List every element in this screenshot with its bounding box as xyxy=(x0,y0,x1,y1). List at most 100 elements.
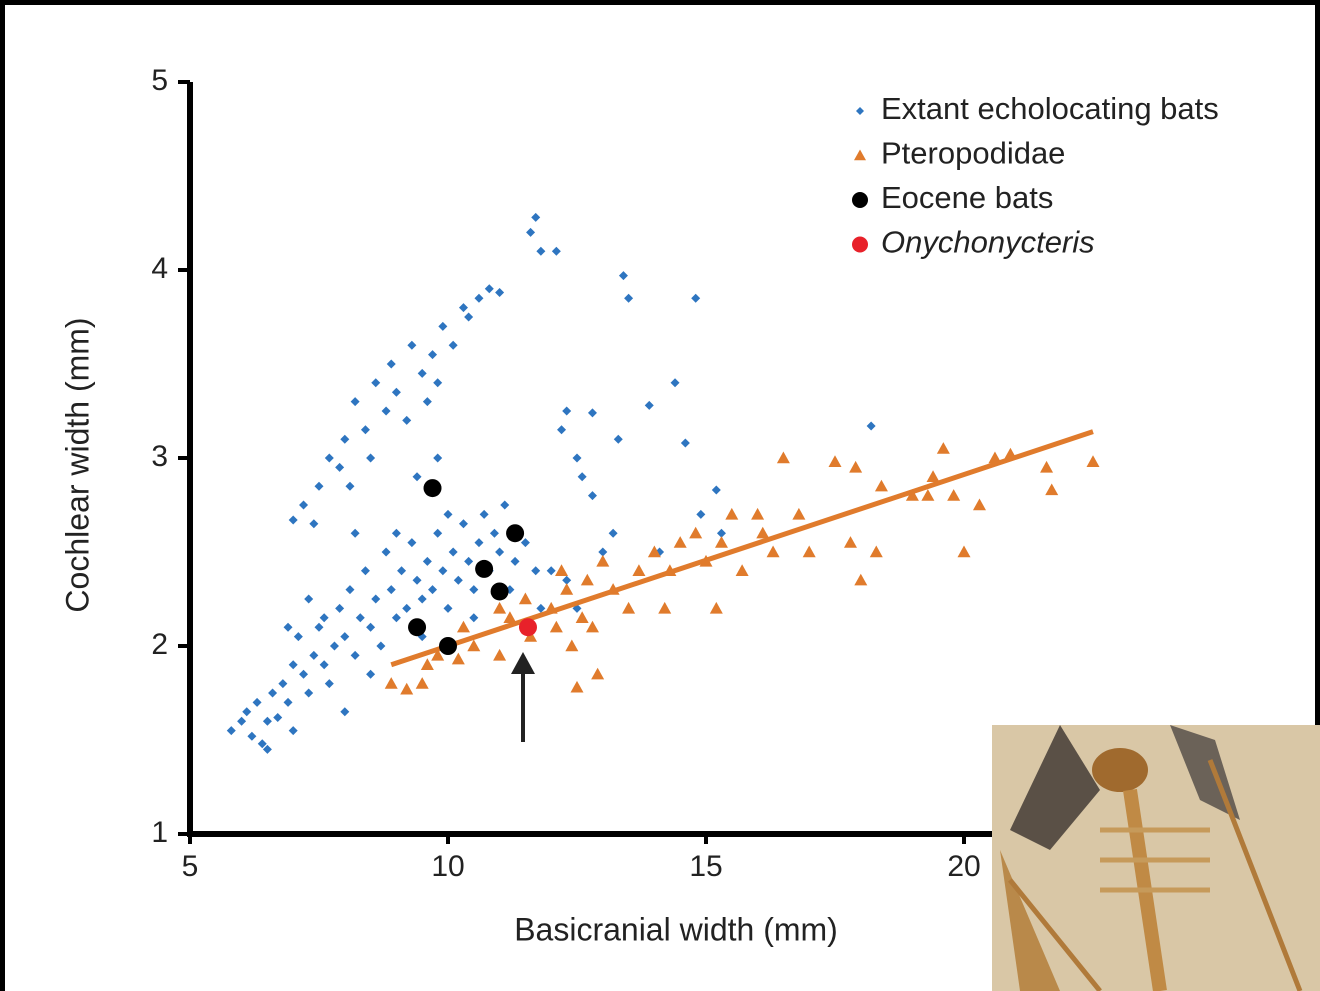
point xyxy=(591,667,605,680)
point xyxy=(257,739,267,749)
point xyxy=(412,575,422,585)
point xyxy=(474,293,484,303)
point xyxy=(622,601,636,614)
point xyxy=(433,528,443,538)
point xyxy=(283,622,293,632)
point xyxy=(443,603,453,613)
point xyxy=(644,400,654,410)
point xyxy=(696,509,706,519)
point xyxy=(518,618,537,637)
point xyxy=(570,680,584,693)
point xyxy=(438,566,448,576)
point xyxy=(680,438,690,448)
point xyxy=(384,677,398,689)
point xyxy=(490,582,509,601)
point xyxy=(618,271,628,281)
point xyxy=(495,547,505,557)
point xyxy=(572,453,582,463)
point xyxy=(381,547,391,557)
point xyxy=(448,547,458,557)
point xyxy=(714,536,728,548)
point xyxy=(345,481,355,491)
x-tick-label: 20 xyxy=(947,850,980,883)
point xyxy=(288,515,298,525)
point xyxy=(1045,483,1059,496)
point xyxy=(420,658,434,670)
point xyxy=(874,479,888,492)
point xyxy=(526,227,536,237)
point xyxy=(402,603,412,613)
point xyxy=(869,545,883,558)
point xyxy=(735,564,749,576)
point xyxy=(658,601,672,614)
point xyxy=(278,679,288,689)
point xyxy=(309,650,319,660)
point xyxy=(531,212,541,222)
point xyxy=(242,707,252,717)
point xyxy=(319,613,329,623)
point xyxy=(422,556,432,566)
point xyxy=(565,639,579,652)
legend: Extant echolocating bats Pteropodidae Eoce… xyxy=(852,91,1219,260)
legend-label: Extant echolocating bats xyxy=(881,91,1219,126)
point xyxy=(439,637,457,655)
point xyxy=(407,340,417,350)
point xyxy=(828,455,842,467)
point xyxy=(340,632,350,642)
point xyxy=(371,378,381,388)
point xyxy=(802,545,816,558)
point xyxy=(438,321,448,331)
point xyxy=(624,293,634,303)
point xyxy=(479,509,489,519)
point xyxy=(314,622,324,632)
point xyxy=(252,697,262,707)
legend-label: Onychonycteris xyxy=(881,225,1095,260)
legend-label: Eocene bats xyxy=(881,180,1053,215)
point xyxy=(474,538,484,548)
point xyxy=(467,639,481,652)
point xyxy=(407,538,417,548)
point xyxy=(371,594,381,604)
point xyxy=(856,107,864,115)
point xyxy=(475,559,494,578)
point xyxy=(536,246,546,256)
point xyxy=(412,472,422,482)
point xyxy=(299,669,309,679)
point xyxy=(484,284,494,294)
point xyxy=(926,470,940,482)
point xyxy=(562,406,572,416)
point xyxy=(458,519,468,529)
point xyxy=(451,652,465,665)
point xyxy=(417,368,427,378)
point xyxy=(596,554,610,567)
point xyxy=(503,611,517,623)
point xyxy=(304,688,314,698)
point xyxy=(304,594,314,604)
point xyxy=(366,622,376,632)
point xyxy=(433,453,443,463)
point xyxy=(309,519,319,529)
point xyxy=(423,479,442,498)
point xyxy=(324,453,334,463)
point xyxy=(866,421,876,431)
point xyxy=(397,566,407,576)
point xyxy=(417,594,427,604)
point xyxy=(725,507,739,520)
point xyxy=(506,524,525,543)
point xyxy=(766,545,780,558)
point xyxy=(283,697,293,707)
y-axis-label: Cochlear width (mm) xyxy=(59,317,95,612)
point xyxy=(288,726,298,736)
point xyxy=(510,556,520,566)
point xyxy=(431,648,445,661)
point xyxy=(366,669,376,679)
point xyxy=(324,679,334,689)
point xyxy=(350,650,360,660)
point xyxy=(843,536,857,548)
point xyxy=(366,453,376,463)
point xyxy=(555,564,569,576)
point xyxy=(936,442,950,454)
point xyxy=(299,500,309,510)
point xyxy=(402,415,412,425)
